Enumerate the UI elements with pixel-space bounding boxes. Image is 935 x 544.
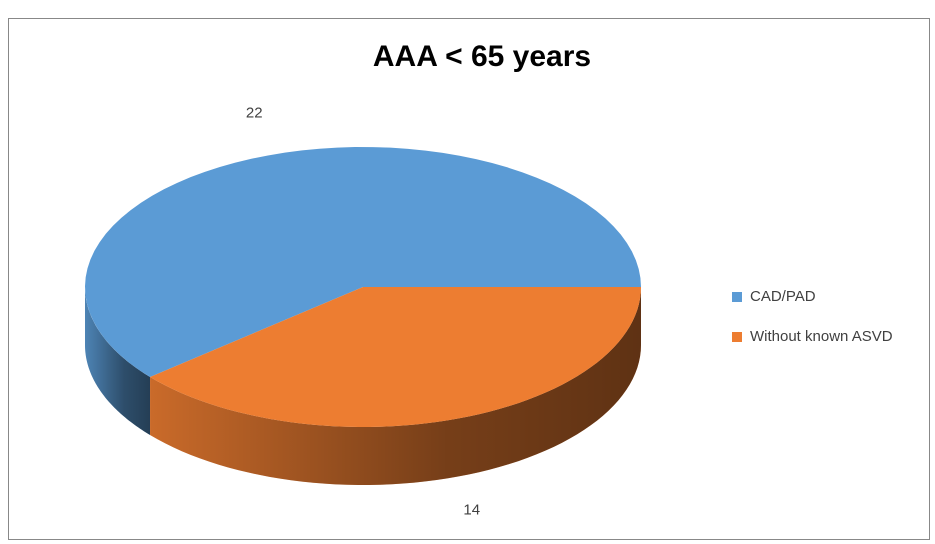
- slice-top: [85, 147, 641, 377]
- data-label: 22: [246, 105, 263, 122]
- legend-swatch: [732, 292, 742, 302]
- legend-label: Without known ASVD: [750, 328, 893, 345]
- legend-label: CAD/PAD: [750, 288, 816, 305]
- data-label: 14: [463, 501, 480, 518]
- slice-side-shade: [85, 287, 151, 435]
- slice-side-shade: [150, 287, 642, 485]
- slice-top: [150, 287, 642, 427]
- pie-slice: [150, 287, 642, 485]
- legend-swatch: [732, 332, 742, 342]
- pie-slice: [85, 147, 641, 435]
- chart-title: AAA < 65 years: [373, 40, 591, 73]
